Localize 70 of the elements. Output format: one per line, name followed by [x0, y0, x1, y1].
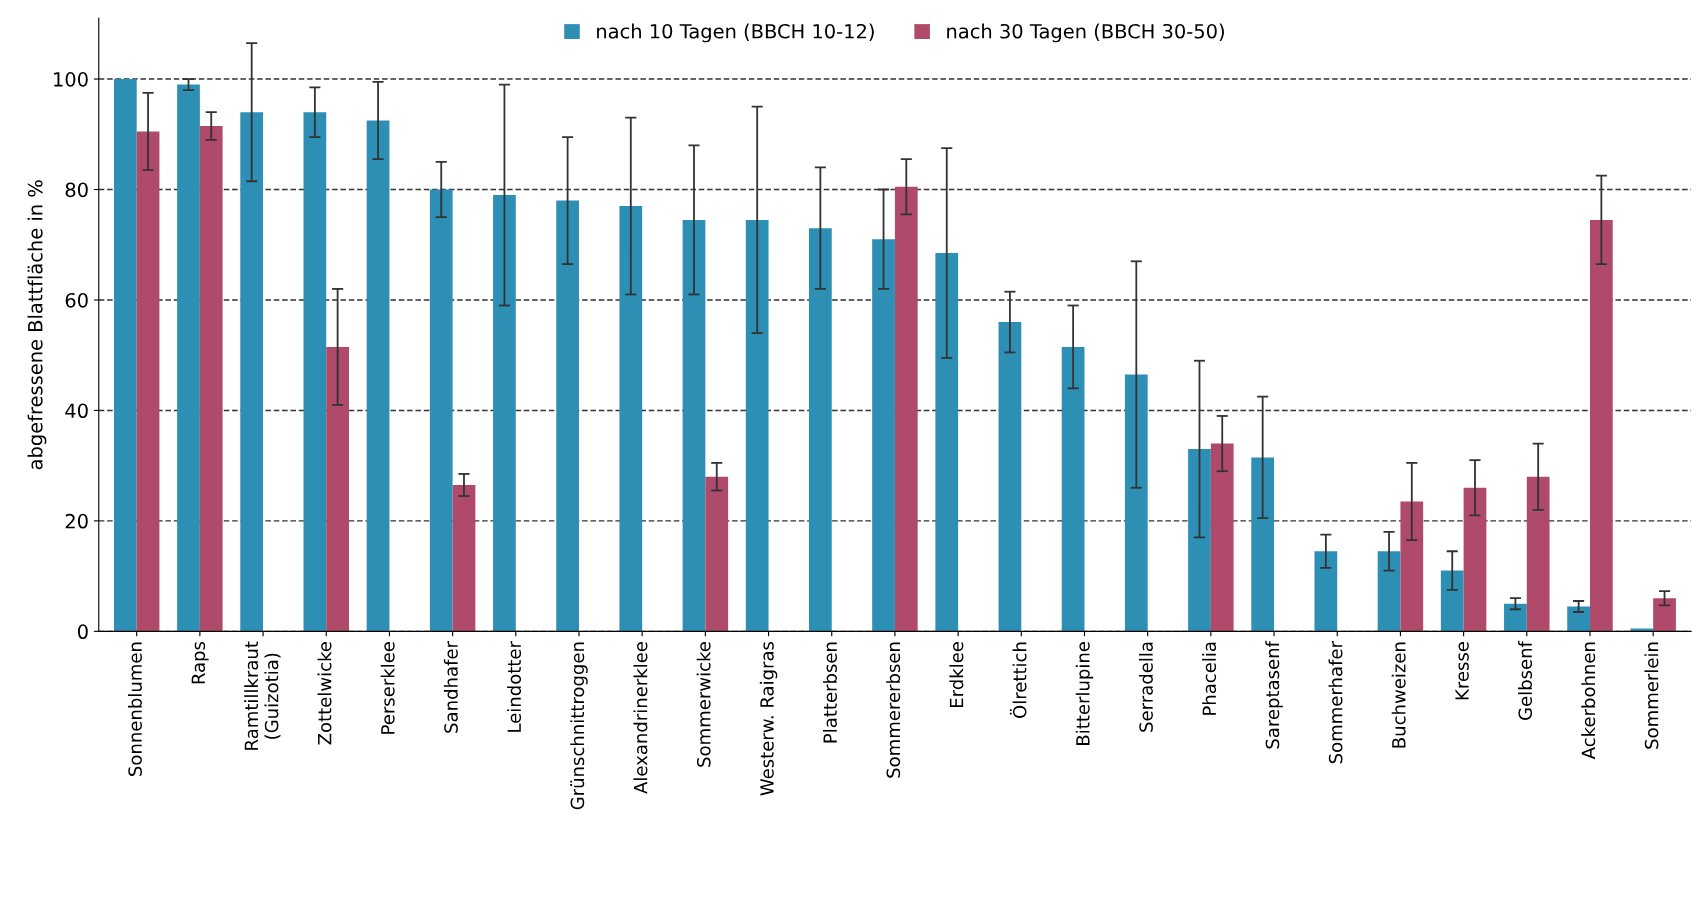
x-tick-label: Bitterlupine — [1075, 642, 1094, 745]
y-tick-label: 80 — [65, 182, 88, 198]
bar — [452, 484, 476, 632]
bar — [1314, 551, 1338, 632]
y-tick-label: 100 — [54, 72, 88, 87]
legend-label: nach 10 Tagen (BBCH 10-12) — [597, 23, 874, 43]
bar — [1463, 487, 1487, 632]
bar — [1251, 457, 1275, 632]
x-tick-label: Erdklee — [949, 642, 964, 707]
bar — [493, 195, 516, 632]
bar — [705, 476, 729, 632]
x-tick-label: Alexandrinerklee — [633, 642, 648, 794]
bar — [998, 322, 1022, 632]
y-axis-title: abgefressene Blattfläche in % — [27, 180, 47, 470]
y-tick-label: 0 — [77, 624, 88, 640]
x-tick-label: Raps — [191, 641, 209, 684]
x-tick-label: Ramtillkraut (Guizotia) — [244, 641, 281, 750]
bar — [682, 219, 706, 632]
bar — [894, 186, 918, 632]
x-tick-label: Perserklee — [380, 642, 395, 734]
bar — [1526, 476, 1550, 632]
legend-label: nach 30 Tagen (BBCH 30-50) — [947, 23, 1224, 43]
y-tick-label: 60 — [65, 292, 88, 308]
bar — [1653, 598, 1676, 632]
x-tick-label: Sommerwicke — [696, 642, 711, 767]
bar — [1400, 501, 1424, 632]
bar — [199, 126, 223, 632]
bar — [935, 253, 959, 632]
x-tick-label: Sandhafer — [443, 641, 458, 733]
x-tick-label: Ölrettich — [1009, 642, 1027, 718]
x-tick-label: Sareptasenf — [1265, 640, 1283, 749]
bar — [556, 200, 579, 632]
x-tick-label: Gelbsenf — [1518, 640, 1533, 720]
bar — [326, 346, 349, 632]
x-tick-label: Westerw. Raigras — [759, 641, 778, 796]
bar — [619, 206, 643, 632]
y-tick-label: 20 — [65, 513, 88, 529]
bar — [113, 79, 137, 632]
bar — [1188, 449, 1211, 632]
bar — [1440, 570, 1464, 632]
bar — [1589, 219, 1613, 632]
x-tick-label: Platterbsen — [823, 642, 837, 743]
bar — [366, 120, 390, 632]
x-tick-label: Buchweizen — [1391, 642, 1406, 748]
x-tick-label: Sommererbsen — [886, 642, 901, 778]
x-tick-label: Sonnenblumen — [127, 642, 142, 776]
bar — [303, 112, 327, 632]
bar — [1504, 603, 1527, 632]
bar — [177, 84, 200, 632]
bar — [1061, 346, 1085, 632]
bar — [1377, 551, 1401, 632]
x-tick-label: Kresse — [1455, 642, 1469, 700]
bar — [136, 131, 160, 632]
bar — [872, 239, 895, 632]
x-tick-label: Sommerlein — [1644, 642, 1659, 749]
bar — [808, 228, 832, 632]
x-tick-label: Phacelia — [1202, 642, 1217, 715]
bar — [1567, 606, 1590, 632]
bar — [1210, 443, 1234, 632]
y-tick-label: 40 — [65, 403, 88, 419]
x-tick-label: Zottelwicke — [317, 642, 332, 745]
x-tick-label: Sommerhafer — [1328, 641, 1343, 764]
x-tick-label: Grünschnittroggen — [570, 642, 588, 810]
bar — [1124, 374, 1148, 632]
x-tick-label: Serradella — [1138, 642, 1153, 732]
bar — [429, 189, 453, 632]
x-tick-label: Leindotter — [507, 641, 522, 732]
bar — [240, 112, 264, 632]
x-tick-label: Ackerbohnen — [1581, 642, 1596, 760]
bar — [745, 219, 769, 632]
